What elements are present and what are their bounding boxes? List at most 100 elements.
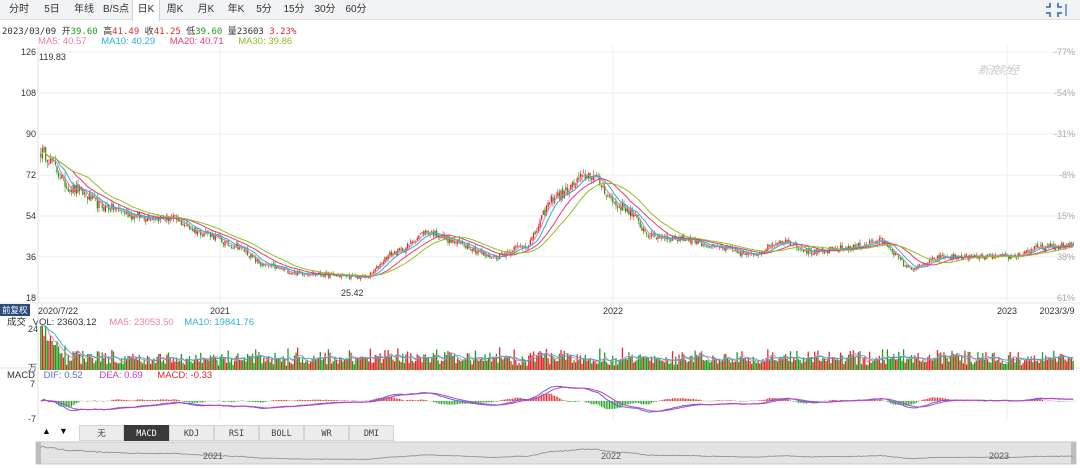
tab-yearline[interactable]: 年线 <box>74 4 94 15</box>
volume-bar <box>266 357 268 370</box>
candle-body <box>906 265 908 268</box>
volume-bar <box>873 359 876 370</box>
candle-body <box>421 231 423 233</box>
volume-bar <box>508 356 510 370</box>
volume-bar <box>901 360 903 370</box>
tab-daily-k[interactable]: 日K <box>132 0 160 21</box>
volume-bar <box>143 359 145 370</box>
ma20-line <box>40 150 1074 277</box>
candle-body <box>1041 243 1044 249</box>
candle-body <box>1009 255 1011 259</box>
volume-bar <box>718 360 721 370</box>
candle-body <box>531 237 533 241</box>
indicator-tab-rsi[interactable]: RSI <box>214 425 259 441</box>
volume-bar <box>925 362 927 370</box>
volume-bar <box>616 364 619 370</box>
tab-monthly-k[interactable]: 月K <box>197 4 215 15</box>
tab-60min[interactable]: 60分 <box>345 4 367 15</box>
volume-bar <box>43 335 45 370</box>
candle-body <box>339 275 341 277</box>
volume-bar <box>88 354 90 370</box>
indicator-tab-kdj[interactable]: KDJ <box>169 425 214 441</box>
indicator-tab-none[interactable]: 无 <box>79 425 124 441</box>
volume-bar <box>382 358 384 370</box>
candle-body <box>854 244 856 248</box>
volume-bar <box>125 358 128 370</box>
volume-bar <box>562 354 564 370</box>
volume-bar <box>946 358 948 370</box>
volume-bar <box>836 359 838 370</box>
tab-yearly-k[interactable]: 年K <box>227 4 245 15</box>
indicator-tab-macd[interactable]: MACD <box>124 425 169 441</box>
volume-bar <box>692 362 695 370</box>
candle-body <box>566 187 569 195</box>
candle-body <box>865 244 868 246</box>
max-price-label: 119.83 <box>39 52 66 62</box>
volume-bar <box>445 355 447 370</box>
tab-5day[interactable]: 5日 <box>44 4 60 15</box>
candle-body <box>469 249 472 250</box>
volume-bar <box>1024 359 1026 370</box>
volume-bar <box>137 359 139 370</box>
volume-bar <box>940 352 942 370</box>
candle-body <box>655 237 658 239</box>
volume-bar <box>683 354 685 370</box>
candle-body <box>411 241 414 243</box>
tab-bs-points[interactable]: B/S点 <box>102 4 130 15</box>
volume-bar <box>1045 355 1047 370</box>
volume-bar <box>389 356 391 370</box>
tab-15min[interactable]: 15分 <box>283 4 305 15</box>
volume-bar <box>466 353 468 370</box>
tab-30min[interactable]: 30分 <box>314 4 336 15</box>
candle-body <box>1069 242 1071 246</box>
candle-body <box>786 240 788 243</box>
volume-bar <box>856 364 858 370</box>
candle-body <box>1024 251 1026 254</box>
volume-bar <box>1053 350 1055 370</box>
volume-bar <box>190 361 192 370</box>
volume-bar <box>794 360 796 370</box>
candle-body <box>279 268 281 269</box>
candle-body <box>634 215 637 216</box>
volume-bar <box>245 361 247 370</box>
indicator-tab-wr[interactable]: WR <box>304 425 349 441</box>
volume-bar <box>662 360 664 370</box>
candle-body <box>350 275 352 279</box>
candle-body <box>371 272 373 274</box>
volume-bar <box>188 356 191 370</box>
volume-bar <box>49 335 52 370</box>
candle-body <box>246 249 249 256</box>
tab-weekly-k[interactable]: 周K <box>166 4 184 15</box>
candle-body <box>293 271 296 273</box>
volume-bar <box>77 350 79 370</box>
volume-bar <box>69 360 71 370</box>
volume-bar <box>227 350 229 370</box>
volume-bar <box>573 360 575 370</box>
volume-bar <box>297 347 299 370</box>
scroll-down-arrow[interactable]: ▼ <box>59 426 68 436</box>
fullscreen-icon[interactable] <box>1044 2 1072 18</box>
tab-5min[interactable]: 5分 <box>256 4 272 15</box>
candle-body <box>238 247 241 249</box>
volume-bar <box>318 358 320 370</box>
volume-bar <box>122 363 124 370</box>
volume-bar <box>797 359 800 370</box>
candle-body <box>1027 250 1029 253</box>
volume-bar <box>742 359 745 370</box>
indicator-tab-dmi[interactable]: DMI <box>349 425 394 441</box>
scroll-up-arrow[interactable]: ▲ <box>42 426 51 436</box>
candle-body <box>744 253 746 255</box>
indicator-tab-boll[interactable]: BOLL <box>259 425 304 441</box>
tab-fenshi[interactable]: 分时 <box>9 4 29 15</box>
volume-bar <box>471 364 473 370</box>
volume-bar <box>295 352 297 370</box>
volume-bar <box>563 350 565 370</box>
candle-body <box>912 269 914 271</box>
candle-body <box>507 251 509 253</box>
volume-bar <box>277 358 279 370</box>
fuquan-label[interactable]: 前复权 <box>0 304 30 316</box>
volume-bar <box>432 353 435 370</box>
candle-body <box>114 208 116 210</box>
volume-bar <box>615 357 617 370</box>
